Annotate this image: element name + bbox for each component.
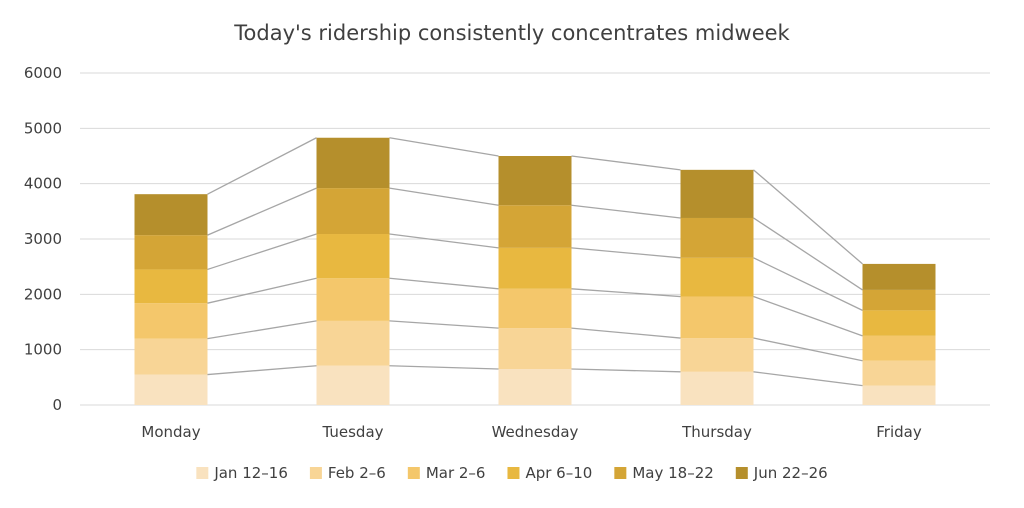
y-tick-label: 6000 [24,64,62,82]
bar-segment [680,338,754,372]
bar-segment [316,137,390,189]
bar-segment [862,360,936,386]
series-connector-line [389,277,499,290]
legend-label: Mar 2–6 [426,464,486,482]
y-tick-label: 4000 [24,175,62,193]
bar-segment [498,328,572,370]
bar-segment [134,194,208,236]
y-tick-label: 2000 [24,285,62,303]
series-connector-line [207,365,317,376]
y-tick-label: 0 [52,396,62,414]
bars [134,137,936,405]
series-connector-line [571,204,681,219]
x-tick-label: Wednesday [492,423,579,441]
bar-segment [134,338,208,375]
series-connector-line [207,277,317,304]
series-connector-line [207,233,317,271]
bar-segment [316,278,390,321]
series-connector-line [389,187,499,206]
series-connector-line [389,137,499,157]
y-tick-label: 5000 [24,119,62,137]
series-connector-line [389,365,499,370]
series-connector-line [571,155,681,171]
bar-segment [134,235,208,270]
x-tick-label: Friday [876,423,922,441]
bar-segment [680,217,754,258]
legend: Jan 12–16 Feb 2–6 Mar 2–6 Apr 6–10 May 18–22… [196,464,828,482]
legend-swatch [507,467,520,479]
legend-label: Feb 2–6 [328,464,386,482]
bar-segment [498,205,572,248]
x-tick-label: Tuesday [321,423,383,441]
series-connector-line [753,337,863,362]
series-connector-line [571,368,681,373]
bar-segment [680,371,754,405]
series-connector-line [571,247,681,259]
series-connector-line [389,233,499,249]
bar-segment [316,188,390,235]
chart-title: Today's ridership consistently concentra… [233,21,790,45]
bar-segment [862,263,936,290]
bar-segment [316,320,390,366]
legend-swatch [735,467,748,479]
bar-segment [498,156,572,206]
bar-segment [680,296,754,339]
series-connector-line [753,217,863,291]
y-tick-label: 1000 [24,341,62,359]
legend-label: May 18–22 [632,464,713,482]
bar-segment [134,303,208,339]
series-connector-line [207,187,317,236]
bar-segment [134,269,208,304]
series-connector-line [753,169,863,265]
bar-segment [316,234,390,279]
bar-segment [862,289,936,311]
bar-segment [316,365,390,405]
series-connector-line [571,288,681,298]
series-connector-line [571,327,681,339]
legend-swatch [407,467,420,479]
y-tick-label: 3000 [24,230,62,248]
series-connector-line [753,257,863,311]
bar-segment [862,385,936,405]
bar-segment [498,247,572,289]
x-axis: Monday Tuesday Wednesday Thursday Friday [141,423,921,441]
series-connector-line [207,137,317,195]
series-connector-line [753,295,863,337]
bar-segment [134,374,208,405]
series-connector-line [389,320,499,329]
bar-segment [680,257,754,297]
bar-segment [680,169,754,218]
series-connector-lines [207,137,863,387]
y-axis: 0 1000 2000 3000 4000 5000 6000 [24,64,62,414]
legend-swatch [614,467,627,479]
x-tick-label: Thursday [681,423,752,441]
legend-swatch [196,467,209,479]
legend-label: Apr 6–10 [525,464,592,482]
legend-label: Jan 12–16 [213,464,288,482]
bar-segment [862,310,936,336]
series-connector-line [753,371,863,387]
x-tick-label: Monday [141,423,200,441]
bar-segment [498,369,572,405]
bar-segment [862,335,936,361]
legend-swatch [309,467,322,479]
series-connector-line [207,320,317,340]
bar-segment [498,288,572,329]
legend-label: Jun 22–26 [753,464,828,482]
